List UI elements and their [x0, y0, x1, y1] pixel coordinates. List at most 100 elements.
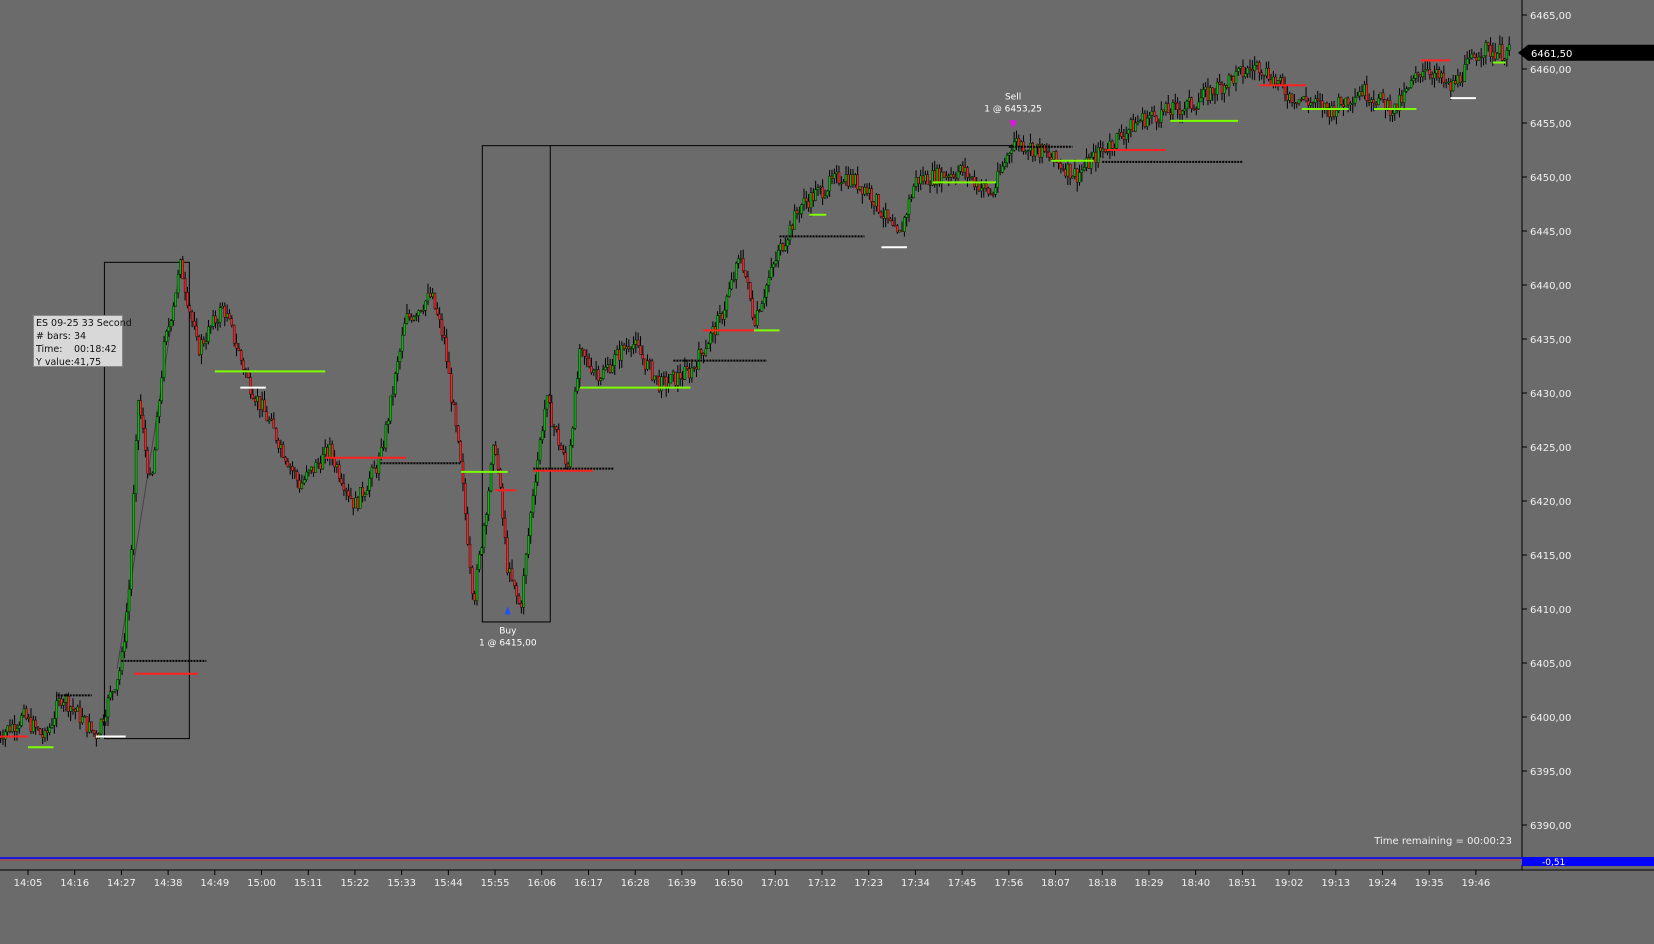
tooltip-bars-label: # bars:	[36, 331, 71, 342]
candle	[555, 426, 558, 430]
candle	[819, 186, 822, 189]
candle	[1181, 110, 1184, 115]
price-tick-label: 6435,00	[1530, 335, 1571, 346]
candle	[835, 171, 838, 175]
candle	[1073, 168, 1077, 177]
candle	[277, 440, 280, 449]
time-tick-label: 19:13	[1321, 878, 1350, 889]
candle	[99, 718, 103, 735]
candle	[1258, 62, 1261, 73]
candle	[1286, 94, 1289, 101]
candle	[830, 175, 834, 179]
candle	[1265, 67, 1268, 77]
time-tick-label: 14:38	[154, 878, 183, 889]
candle	[882, 216, 885, 219]
candle	[861, 186, 864, 195]
candle	[520, 603, 523, 608]
time-tick-label: 18:29	[1135, 878, 1164, 889]
candle	[989, 193, 992, 196]
candle	[1001, 165, 1004, 173]
candle	[739, 258, 743, 260]
candle	[218, 307, 222, 323]
candle	[1274, 76, 1277, 85]
time-tick-label: 18:40	[1181, 878, 1210, 889]
candle	[11, 724, 14, 732]
candle	[256, 396, 259, 403]
candle	[158, 400, 161, 417]
candle	[333, 457, 336, 468]
candle	[1129, 119, 1133, 130]
candle	[1106, 151, 1109, 153]
candle	[914, 177, 918, 187]
candle	[401, 334, 404, 352]
candle	[496, 454, 500, 470]
candle	[13, 724, 16, 732]
candle	[1125, 133, 1128, 140]
candle	[492, 444, 495, 465]
candle	[1061, 168, 1065, 170]
candle	[1122, 136, 1126, 140]
candle	[1087, 157, 1091, 169]
candle	[1024, 150, 1028, 153]
candle	[207, 326, 210, 342]
candle	[1019, 141, 1023, 147]
candle	[1190, 97, 1193, 109]
candle	[445, 337, 448, 362]
price-tick-label: 6465,00	[1530, 11, 1571, 22]
candle	[1262, 74, 1266, 77]
candle	[1202, 89, 1205, 99]
candle	[1421, 71, 1425, 78]
candle	[242, 359, 245, 370]
candle	[102, 718, 105, 722]
candle	[190, 311, 194, 322]
candle	[847, 174, 850, 187]
candle	[1188, 97, 1191, 102]
candle	[18, 725, 21, 729]
candle	[387, 420, 390, 425]
candle	[326, 446, 329, 458]
candle	[405, 313, 409, 324]
candle	[118, 670, 121, 680]
candle	[627, 346, 631, 349]
candle	[303, 479, 306, 484]
candle	[1146, 117, 1149, 127]
candle	[1043, 144, 1046, 152]
candle	[375, 467, 378, 474]
candle	[905, 214, 908, 218]
candle	[1234, 71, 1238, 84]
candle	[728, 288, 731, 297]
candle	[15, 728, 19, 732]
candle	[1498, 44, 1502, 54]
time-tick-label: 16:39	[667, 878, 696, 889]
candle	[298, 479, 301, 489]
sell-arrow-icon	[1010, 120, 1017, 129]
candle	[1475, 57, 1478, 61]
candle	[20, 715, 23, 726]
candle	[1059, 162, 1063, 169]
candle	[646, 360, 649, 370]
candle	[452, 401, 455, 405]
candle	[1295, 102, 1298, 104]
candle	[592, 370, 595, 373]
candle	[223, 305, 227, 318]
candle	[214, 315, 217, 323]
candle	[1157, 121, 1161, 124]
candle	[606, 364, 609, 368]
candle	[1447, 81, 1450, 84]
indicator-value-badge	[1522, 857, 1654, 866]
price-tick-label: 6440,00	[1530, 281, 1571, 292]
candle	[996, 171, 999, 189]
candle	[970, 176, 974, 179]
candle	[1015, 137, 1018, 142]
candle	[412, 316, 416, 321]
candle	[1267, 67, 1270, 80]
candle	[106, 697, 110, 718]
candle	[1360, 91, 1364, 96]
candle	[674, 371, 677, 386]
candle	[798, 213, 801, 215]
candle	[25, 708, 28, 719]
time-tick-label: 17:23	[854, 878, 883, 889]
price-tick-label: 6450,00	[1530, 173, 1571, 184]
candle	[548, 395, 551, 403]
